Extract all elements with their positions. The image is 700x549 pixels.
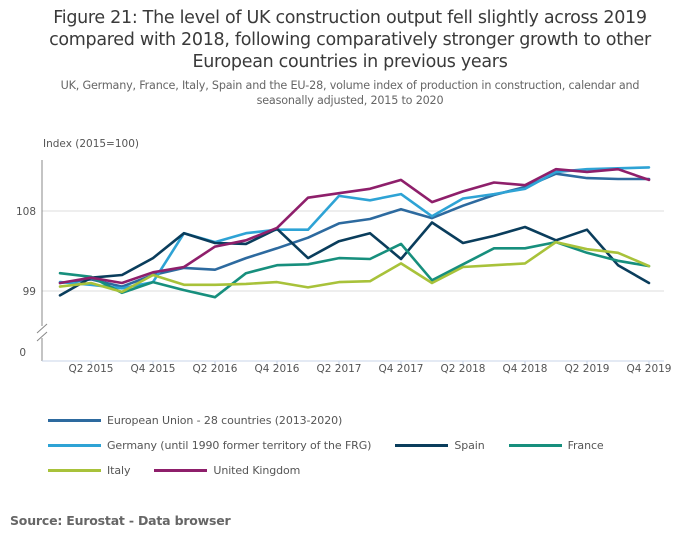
legend-row: Italy United Kingdom <box>48 458 668 483</box>
axis-break-mark <box>36 323 48 334</box>
series-line-germany-until-1990-former-territory-of-the-frg[interactable] <box>58 166 651 290</box>
series-line-spain[interactable] <box>58 221 651 297</box>
chart-title: Figure 21: The level of UK construction … <box>0 7 700 73</box>
x-tick-label: Q4 2017 <box>378 363 423 375</box>
legend: European Union - 28 countries (2013-2020… <box>48 408 668 483</box>
chart-title-line: compared with 2018, following comparativ… <box>49 30 651 50</box>
legend-swatch <box>395 444 449 447</box>
x-tick-label: Q4 2019 <box>626 363 671 375</box>
x-tick-label: Q2 2015 <box>68 363 113 375</box>
legend-swatch <box>48 469 101 472</box>
legend-item[interactable]: Germany (until 1990 former territory of … <box>48 439 371 452</box>
x-tick-label: Q4 2016 <box>254 363 299 375</box>
chart-subtitle: UK, Germany, France, Italy, Spain and th… <box>40 78 660 108</box>
x-tick-label: Q2 2018 <box>440 363 485 375</box>
y-tick-label: 99 <box>23 286 36 298</box>
series-line-france[interactable] <box>58 240 651 299</box>
x-tick-label: Q2 2019 <box>564 363 609 375</box>
y-tick-label: 108 <box>16 206 36 218</box>
legend-swatch <box>48 419 101 422</box>
chart-title-line: Figure 21: The level of UK construction … <box>53 8 647 28</box>
axis-break-mark <box>36 331 48 342</box>
axes <box>36 160 664 366</box>
legend-label: France <box>567 439 604 452</box>
legend-swatch <box>508 444 562 447</box>
y-tick-label: 0 <box>19 347 26 359</box>
x-tick-label: Q2 2016 <box>192 363 237 375</box>
legend-label: European Union - 28 countries (2013-2020… <box>107 414 343 427</box>
source-note: Source: Eurostat - Data browser <box>10 513 231 528</box>
chart-title-line: European countries in previous years <box>192 52 508 72</box>
legend-label: United Kingdom <box>213 464 301 477</box>
legend-swatch <box>154 469 208 472</box>
x-tick-label: Q2 2017 <box>316 363 361 375</box>
y-axis-title: Index (2015=100) <box>43 138 139 150</box>
legend-item[interactable]: Italy <box>48 464 130 477</box>
legend-item[interactable]: Spain <box>395 439 485 452</box>
legend-item[interactable]: France <box>508 439 604 452</box>
series-line-united-kingdom[interactable] <box>58 167 651 285</box>
chart-subtitle-line: UK, Germany, France, Italy, Spain and th… <box>60 79 640 92</box>
legend-row: European Union - 28 countries (2013-2020… <box>48 408 668 433</box>
legend-label: Germany (until 1990 former territory of … <box>107 439 372 452</box>
series-line-italy[interactable] <box>58 240 651 294</box>
legend-swatch <box>48 444 101 447</box>
series-lines <box>58 166 651 299</box>
legend-item[interactable]: European Union - 28 countries (2013-2020… <box>48 414 342 427</box>
x-tick-label: Q4 2015 <box>130 363 175 375</box>
legend-row: Germany (until 1990 former territory of … <box>48 433 668 458</box>
legend-label: Spain <box>454 439 485 452</box>
chart-subtitle-line: seasonally adjusted, 2015 to 2020 <box>256 94 444 107</box>
legend-label: Italy <box>107 464 131 477</box>
axis-labels: Index (2015=100) 0 99 108 Q2 2015 Q4 2015 Q2 2… <box>16 138 672 375</box>
gridlines <box>42 210 664 292</box>
x-tick-label: Q4 2018 <box>502 363 547 375</box>
legend-item[interactable]: United Kingdom <box>154 464 300 477</box>
